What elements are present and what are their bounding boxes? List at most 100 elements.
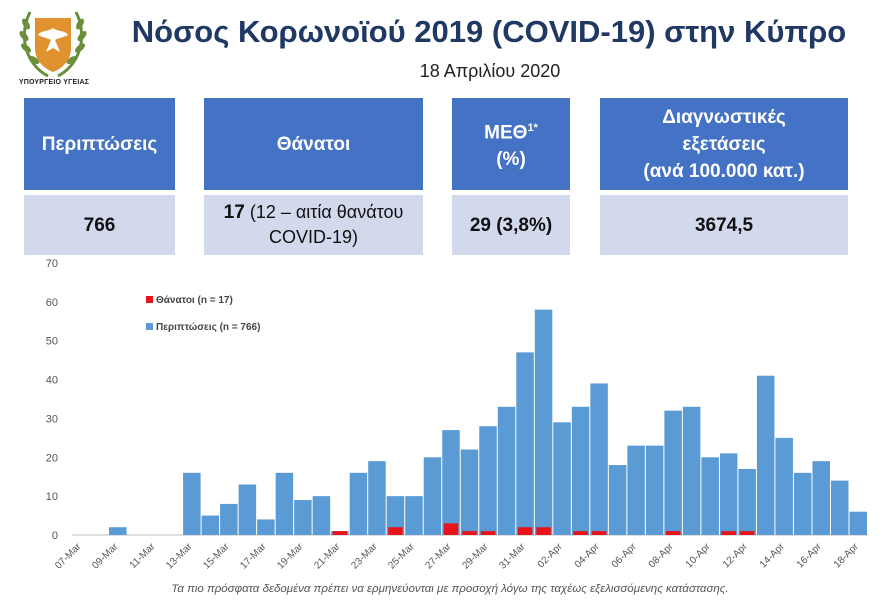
x-tick-label: 27-Mar [423,541,454,572]
deaths-bar [517,527,533,535]
x-tick-label: 23-Mar [349,541,380,572]
deaths-bar [721,531,736,535]
cases-bar [294,500,312,535]
tests-label-line1: Διαγνωστικές [662,106,786,128]
cases-bar [238,484,257,535]
icu-label: ΜΕΘ [484,122,528,144]
cases-value-cell: 766 [24,195,175,255]
legend-deaths-swatch [146,296,153,303]
x-tick-label: 11-Mar [128,541,158,571]
x-tick-label: 08-Apr [647,541,676,570]
cases-bar [257,519,275,535]
deaths-header: Θάνατοι [204,98,423,190]
cases-bar [627,445,645,535]
cases-bar [516,352,534,535]
bars-group [109,309,867,535]
x-tick-label: 13-Mar [164,541,195,572]
x-tick-label: 29-Mar [460,541,491,572]
icu-footnote-mark: 1* [527,121,538,134]
y-tick-label: 70 [46,258,58,270]
y-tick-label: 0 [52,530,58,542]
y-tick-label: 10 [46,491,58,503]
x-tick-label: 31-Mar [497,541,528,572]
y-tick-label: 40 [46,375,58,387]
tests-label-line3: (ανά 100.000 κατ.) [643,160,805,182]
cases-bar [571,406,590,535]
cases-bar [275,472,294,535]
cases-bar [645,445,664,535]
cases-bar [109,527,127,535]
y-tick-label: 50 [46,336,58,348]
x-tick-label: 19-Mar [275,541,306,572]
cases-bar [590,383,608,535]
deaths-bar [536,527,551,535]
cases-bar [201,515,220,535]
icu-header: ΜΕΘ1* (%) [452,98,570,190]
x-tick-label: 25-Mar [386,541,417,572]
cases-bar [183,472,201,535]
deaths-label: Θάνατοι [276,133,351,155]
deaths-bar [443,523,459,535]
deaths-bar [739,531,755,535]
x-tick-label: 16-Apr [795,541,824,570]
y-tick-label: 30 [46,413,58,425]
cases-bar [812,461,830,535]
report-date: 18 Απριλίου 2020 [419,61,561,81]
tests-value: 3674,5 [694,214,754,236]
tests-label-line2: εξετάσεις [682,133,766,155]
cases-bar [442,430,460,535]
legend-deaths-label: Θάνατοι (n = 17) [156,295,233,306]
cases-bar [220,503,238,535]
deaths-bar [332,531,348,535]
cases-bar [793,472,812,535]
cases-bar [775,437,793,535]
deaths-value: 17 [223,202,245,223]
deaths-bar [462,531,477,535]
x-tick-label: 17-Mar [238,541,269,572]
icu-value-cell: 29 (3,8%) [452,195,570,255]
x-tick-label: 12-Apr [721,541,750,570]
ministry-coat-of-arms-logo [19,11,87,78]
x-tick-label: 07-Mar [53,541,84,572]
cases-label: Περιπτώσεις [41,133,158,155]
cases-bar [349,472,368,535]
page-title: Νόσος Κορωνοϊού 2019 (COVID-19) στην Κύπ… [131,14,847,49]
legend-cases-swatch [146,323,153,330]
deaths-bar [665,531,681,535]
cases-bar [497,406,516,535]
chart-legend: Θάνατοι (n = 17) Περιπτώσεις (n = 766) [146,295,260,333]
cases-bar [423,457,442,535]
daily-cases-deaths-chart: 0 10 20 30 40 50 60 70 07-Mar 09-Mar 11-Mar 13-Mar… [46,258,868,572]
cases-bar [368,461,386,535]
cases-bar [460,449,479,535]
data-caution-footnote: Τα πιο πρόσφατα δεδομένα πρέπει να ερμην… [171,583,729,595]
icu-value: 29 (3,8%) [469,214,553,236]
deaths-bar [573,531,588,535]
deaths-bar [480,531,496,535]
tests-value-cell: 3674,5 [600,195,848,255]
x-tick-label: 18-Apr [832,541,861,570]
x-tick-label: 15-Mar [201,541,232,572]
cases-bar [534,309,553,535]
cases-bar [664,410,682,535]
x-tick-label: 06-Apr [610,541,639,570]
x-tick-label: 21-Mar [312,541,343,572]
ministry-logo-text: ΥΠΟΥΡΓΕΙΟ ΥΓΕΙΑΣ [18,79,90,86]
deaths-covid-cause: (12 – αιτία θανάτου COVID-19) [249,202,404,247]
deaths-value-cell: 17 (12 – αιτία θανάτου COVID-19) [204,195,423,255]
x-tick-label: 04-Apr [573,541,602,570]
x-tick-label: 10-Apr [684,541,713,570]
x-tick-label: 14-Apr [758,541,787,570]
cases-bar [682,406,701,535]
cases-bar [312,496,331,535]
cases-bar [386,496,405,535]
tests-header: Διαγνωστικές εξετάσεις (ανά 100.000 κατ.… [600,98,848,190]
cases-bar [701,457,719,535]
cases-header: Περιπτώσεις [24,98,175,190]
y-tick-label: 20 [46,452,58,464]
cases-bar [405,496,423,535]
cases-bar [553,422,571,535]
cases-bar [738,468,756,535]
deaths-bar [591,531,607,535]
deaths-bar [388,527,403,535]
